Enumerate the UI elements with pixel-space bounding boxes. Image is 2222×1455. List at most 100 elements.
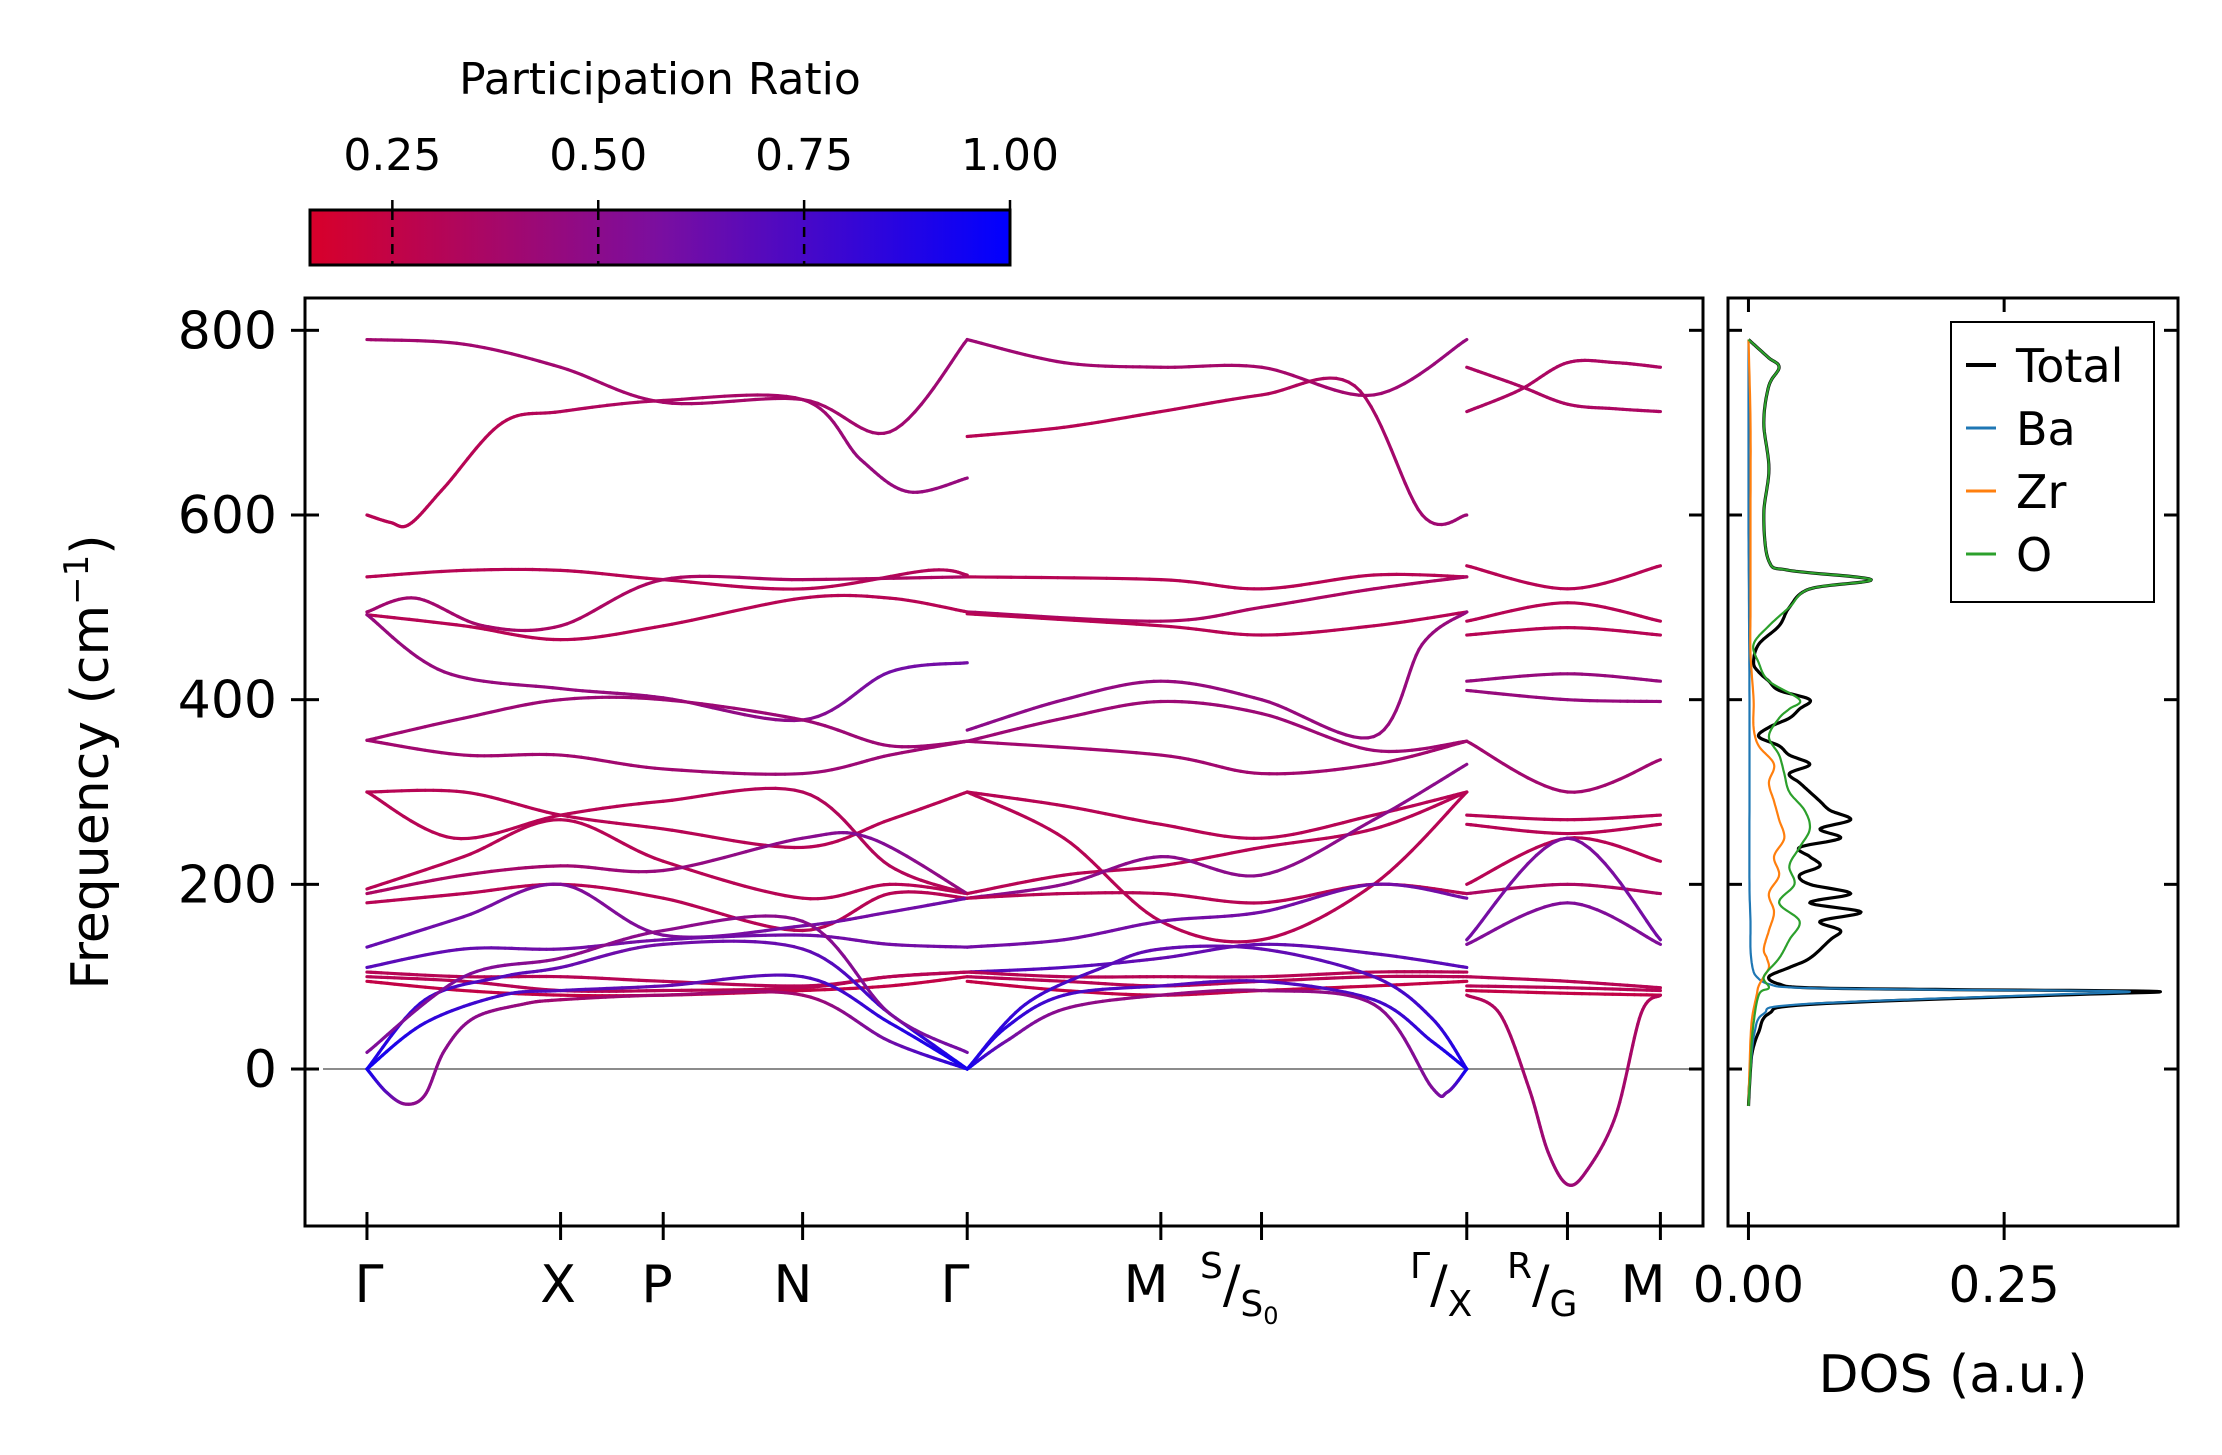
band-line-6 bbox=[365, 695, 969, 749]
band-line-57 bbox=[1465, 975, 1663, 990]
kpoint-label-r-g: R/G bbox=[1507, 1246, 1577, 1325]
dos-x-ticks: 0.00 0.25 bbox=[1693, 298, 2060, 1314]
band-line-3 bbox=[365, 574, 969, 633]
y-tick-label: 400 bbox=[178, 671, 277, 731]
band-line-1 bbox=[365, 393, 969, 529]
band-line-37 bbox=[965, 970, 1469, 979]
dos-legend: Total Ba Zr O bbox=[1950, 321, 2155, 603]
band-line-11 bbox=[365, 831, 969, 896]
band-line-46 bbox=[1465, 601, 1663, 623]
band-axes-frame bbox=[303, 296, 1705, 1228]
band-line-21 bbox=[365, 914, 969, 1055]
y-tick-label: 800 bbox=[178, 301, 277, 361]
band-line-25 bbox=[965, 575, 1469, 623]
band-line-51 bbox=[1465, 813, 1663, 822]
band-line-29 bbox=[965, 739, 1469, 776]
kpoint-label-m-2: M bbox=[1621, 1255, 1666, 1315]
y-tick-label: 200 bbox=[178, 855, 277, 915]
legend-label-o: O bbox=[2016, 528, 2052, 582]
band-line-50 bbox=[1465, 739, 1663, 794]
colorbar-ticks: 0.25 0.50 0.75 1.00 bbox=[343, 130, 1059, 265]
band-line-43 bbox=[1465, 365, 1663, 414]
band-line-18 bbox=[365, 939, 969, 1071]
band-structure-panel: 0 200 400 600 800 Frequency (cm−1) bbox=[57, 296, 1705, 1240]
band-line-13 bbox=[365, 882, 969, 949]
colorbar-tick-label: 0.50 bbox=[549, 130, 647, 181]
band-line-22 bbox=[965, 337, 1469, 398]
band-line-44 bbox=[1465, 358, 1663, 414]
band-line-58 bbox=[1465, 984, 1663, 993]
dos-line-zr bbox=[1747, 339, 1786, 1106]
band-line-30 bbox=[965, 790, 1469, 840]
dos-x-tick-label: 0.00 bbox=[1693, 1256, 1804, 1314]
colorbar-tick-label: 0.75 bbox=[755, 130, 853, 181]
band-line-53 bbox=[1465, 836, 1663, 886]
legend-label-total: Total bbox=[2015, 339, 2123, 393]
dos-line-ba bbox=[1747, 339, 2131, 1107]
band-line-5 bbox=[365, 613, 969, 723]
band-line-27 bbox=[965, 610, 1469, 740]
band-line-0 bbox=[365, 337, 969, 436]
band-line-8 bbox=[365, 788, 969, 850]
kpoint-label-m: M bbox=[1124, 1255, 1169, 1315]
band-lines bbox=[365, 337, 1663, 1187]
band-line-59 bbox=[1465, 988, 1663, 997]
band-line-52 bbox=[1465, 822, 1663, 836]
band-line-55 bbox=[1465, 836, 1663, 942]
colorbar-tick-label: 1.00 bbox=[961, 130, 1059, 181]
dos-x-axis-label: DOS (a.u.) bbox=[1819, 1345, 2088, 1405]
band-line-31 bbox=[965, 790, 1469, 944]
band-line-47 bbox=[1465, 626, 1663, 637]
band-line-10 bbox=[365, 818, 969, 901]
kpoint-labels: Γ X P N Γ M S/S0 Γ/X R/G M bbox=[355, 1246, 1666, 1330]
dos-axes-frame bbox=[1726, 296, 2180, 1228]
band-line-9 bbox=[365, 786, 969, 896]
band-y-axis-label: Frequency (cm−1) bbox=[57, 534, 121, 989]
colorbar-tick-label: 0.25 bbox=[343, 130, 441, 181]
y-tick-label: 0 bbox=[244, 1040, 277, 1100]
colorbar-title: Participation Ratio bbox=[459, 54, 861, 105]
dos-y-ticks bbox=[1728, 328, 2178, 1071]
y-tick-label: 600 bbox=[178, 486, 277, 546]
band-line-48 bbox=[1465, 672, 1663, 683]
kpoint-label-p: P bbox=[641, 1255, 672, 1315]
colorbar-gradient bbox=[308, 208, 1012, 267]
band-line-32 bbox=[965, 790, 1469, 896]
legend-label-ba: Ba bbox=[2016, 402, 2076, 456]
band-line-45 bbox=[1465, 564, 1663, 591]
kpoint-label-n: N bbox=[774, 1255, 813, 1315]
band-line-20 bbox=[365, 989, 969, 1106]
kpoint-label-gamma-2: Γ bbox=[941, 1255, 970, 1315]
band-line-24 bbox=[965, 572, 1469, 591]
band-line-36 bbox=[965, 942, 1469, 974]
dos-x-tick-label: 0.25 bbox=[1948, 1256, 2059, 1314]
legend-items: Total Ba Zr O bbox=[1966, 339, 2123, 582]
band-line-14 bbox=[365, 933, 969, 970]
band-line-42 bbox=[965, 988, 1469, 1099]
band-y-ticks: 0 200 400 600 800 bbox=[178, 301, 1703, 1100]
band-line-28 bbox=[965, 699, 1469, 754]
band-line-4 bbox=[365, 593, 969, 642]
band-x-ticks bbox=[365, 1212, 1662, 1240]
colorbar: Participation Ratio 0.25 0.50 0.75 1.00 bbox=[308, 54, 1059, 267]
kpoint-label-gamma: Γ bbox=[355, 1255, 384, 1315]
kpoint-label-gamma-x: Γ/X bbox=[1410, 1246, 1472, 1325]
y-label-superscript: −1 bbox=[57, 555, 97, 605]
band-line-35 bbox=[965, 882, 1469, 949]
kpoint-label-x: X bbox=[540, 1255, 576, 1315]
dos-lines bbox=[1746, 338, 2162, 1107]
band-line-26 bbox=[965, 610, 1469, 637]
band-line-41 bbox=[965, 944, 1469, 1071]
kpoint-label-s-s0: S/S0 bbox=[1200, 1246, 1279, 1330]
band-line-23 bbox=[965, 376, 1469, 527]
band-line-49 bbox=[1465, 688, 1663, 704]
band-line-60 bbox=[1465, 993, 1663, 1187]
band-line-7 bbox=[365, 738, 969, 776]
band-line-12 bbox=[365, 882, 969, 933]
legend-label-zr: Zr bbox=[2016, 465, 2067, 519]
dos-line-o bbox=[1747, 338, 1873, 1107]
band-line-54 bbox=[1465, 882, 1663, 896]
band-line-56 bbox=[1465, 901, 1663, 946]
dos-panel: 0.00 0.25 DOS (a.u.) Total Ba Zr O bbox=[1693, 296, 2180, 1405]
